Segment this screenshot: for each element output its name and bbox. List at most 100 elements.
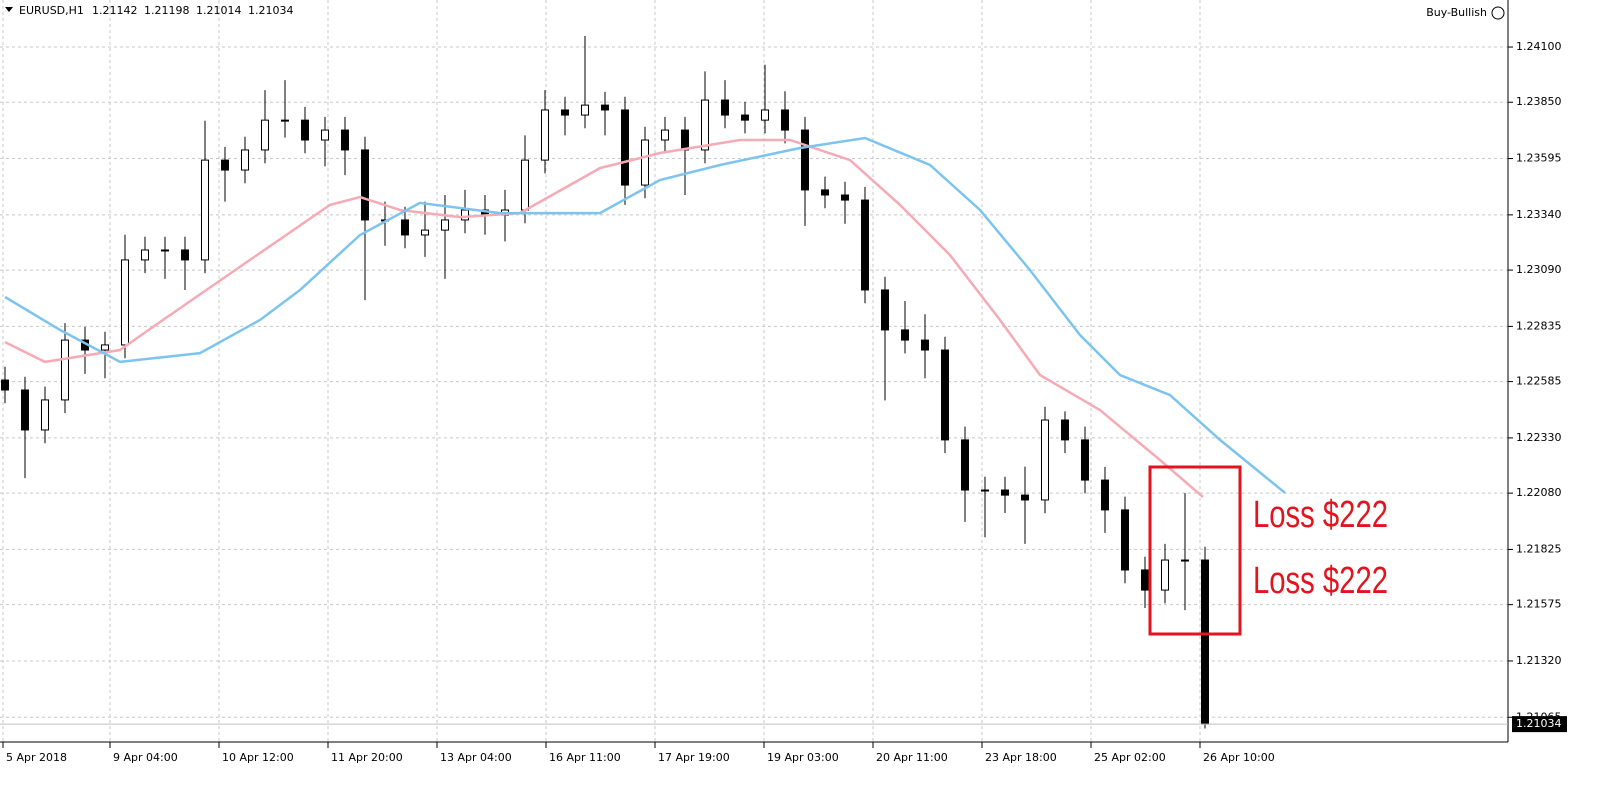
candle-body [1,379,9,391]
candle-body [781,109,789,131]
candle-body [721,99,729,116]
candle-body [801,129,809,191]
candle-body [981,489,989,492]
candle-body [1041,419,1049,501]
annotation: Loss $222 [1253,494,1388,536]
x-tick-label: 5 Apr 2018 [6,751,67,764]
y-tick-label: 1.23595 [1516,152,1562,165]
candle-body [341,129,349,151]
candle-body [1001,489,1009,496]
candle-body [161,249,169,252]
header-high: 1.21198 [144,4,190,17]
y-tick-label: 1.23090 [1516,263,1562,276]
x-tick-label: 26 Apr 10:00 [1203,751,1275,764]
candle-body [901,329,909,341]
candle-body [961,439,969,491]
moving-average [4,138,1204,499]
moving-average [4,136,1286,494]
candle-body [621,109,629,186]
header-low: 1.21014 [196,4,242,17]
candle-body [401,219,409,236]
candle-body [761,109,769,121]
y-tick-label: 1.21825 [1516,542,1562,555]
candle-body [241,149,249,171]
candle-body [101,344,109,351]
header-open: 1.21142 [92,4,138,17]
expert-icon[interactable] [1491,6,1505,20]
x-tick-label: 13 Apr 04:00 [440,751,512,764]
candle-body [201,159,209,261]
symbol: EURUSD,H1 [19,4,84,17]
candle-body [181,249,189,261]
candle-body [561,109,569,116]
plot-area [1,35,1286,729]
candle-body [821,189,829,196]
candle-body [61,339,69,401]
y-tick-label: 1.22330 [1516,431,1562,444]
y-tick-label: 1.23850 [1516,95,1562,108]
candle-body [1201,559,1209,725]
y-tick-label: 1.22835 [1516,319,1562,332]
candle-body [1121,509,1129,571]
candle-body [741,114,749,121]
x-tick-label: 17 Apr 19:00 [658,751,730,764]
x-tick-label: 23 Apr 18:00 [985,751,1057,764]
candle-body [421,229,429,236]
candle-body [1181,559,1189,562]
candle-body [1101,479,1109,511]
header-close: 1.21034 [248,4,294,17]
candle-body [461,209,469,221]
candle-body [681,129,689,151]
candle-body [1081,439,1089,481]
y-tick-label: 1.21575 [1516,598,1562,611]
candle-body [601,104,609,111]
candle-body [881,289,889,331]
candle-body [841,194,849,201]
candle-body [441,219,449,231]
menu-arrow[interactable] [5,7,13,12]
x-tick-label: 9 Apr 04:00 [113,751,178,764]
y-tick-label: 1.22585 [1516,375,1562,388]
candle-body [261,119,269,151]
price-tag-label: 1.21034 [1516,717,1562,730]
candle-body [301,119,309,141]
candle-body [21,389,29,431]
candle-body [521,159,529,211]
candle-body [121,259,129,346]
candle-body [661,129,669,141]
candle-body [1061,419,1069,441]
candle-body [1141,569,1149,591]
grid [0,0,1508,742]
highlight-box [1148,465,1242,636]
candle-body [41,399,49,431]
candle-body [221,159,229,171]
x-tick-label: 25 Apr 02:00 [1094,751,1166,764]
x-tick-label: 16 Apr 11:00 [549,751,621,764]
candle-body [701,99,709,151]
candle-body [641,139,649,186]
candle-body [581,104,589,116]
y-tick-label: 1.23340 [1516,208,1562,221]
candle-body [541,109,549,161]
expert-name: Buy-Bullish [1426,6,1487,19]
candle-body [321,129,329,141]
candle-body [141,249,149,261]
annotation: Loss $222 [1253,560,1388,602]
y-tick-label: 1.22080 [1516,486,1562,499]
y-tick-label: 1.24100 [1516,40,1562,53]
candle-body [1161,559,1169,591]
x-tick-label: 19 Apr 03:00 [767,751,839,764]
price-tag [1512,716,1567,733]
y-tick-label: 1.21320 [1516,654,1562,667]
x-tick-label: 20 Apr 11:00 [876,751,948,764]
x-tick-label: 11 Apr 20:00 [331,751,403,764]
candle-body [861,199,869,291]
candle-body [941,349,949,441]
candle-body [281,119,289,122]
candle-body [921,339,929,351]
candle-body [1021,494,1029,501]
x-tick-label: 10 Apr 12:00 [222,751,294,764]
candle-body [361,149,369,221]
